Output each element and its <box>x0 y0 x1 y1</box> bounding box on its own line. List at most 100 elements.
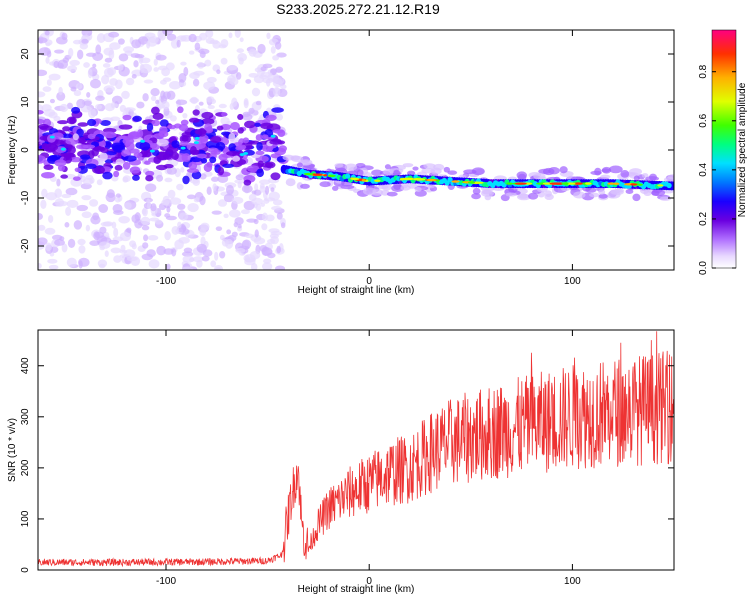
spectral-blob <box>103 131 117 139</box>
spectral-blob <box>66 102 74 110</box>
spectral-blob <box>45 56 50 64</box>
track-halo <box>471 167 485 176</box>
track-halo <box>590 170 602 175</box>
track-halo <box>600 174 611 179</box>
spectral-blob <box>243 179 252 186</box>
track-halo <box>641 173 649 179</box>
track-core <box>447 177 453 183</box>
snr-x-tick-label: 100 <box>564 576 581 587</box>
snr-x-tick-label: -100 <box>156 576 176 587</box>
spectral-blob <box>166 90 176 101</box>
spectral-blob <box>83 62 90 68</box>
spectral-blob <box>115 158 124 166</box>
track-peak <box>303 172 314 176</box>
spectral-blob <box>98 241 111 249</box>
spectral-blob <box>267 238 276 244</box>
snr-marks <box>38 331 674 568</box>
spectral-blob <box>164 177 173 183</box>
spectral-blob <box>180 167 185 173</box>
spectral-blob <box>226 150 240 156</box>
track-halo <box>471 193 481 200</box>
spectral-blob <box>273 86 281 97</box>
spectral-blob <box>249 140 260 145</box>
spectral-peak <box>270 134 276 138</box>
spectral-blob <box>163 248 174 255</box>
spectral-blob <box>56 91 66 101</box>
spectral-blob <box>261 162 274 168</box>
spectral-blob <box>140 216 151 226</box>
track-halo <box>505 192 517 197</box>
spectral-blob <box>130 256 141 267</box>
track-halo <box>613 188 625 193</box>
spectral-blob <box>131 214 140 224</box>
spectral-blob <box>235 248 246 254</box>
spectral-blob <box>146 201 151 209</box>
spectral-blob <box>103 221 114 227</box>
spectral-blob <box>153 58 158 66</box>
spectral-blob <box>216 125 224 131</box>
spectral-blob <box>104 141 112 150</box>
spectral-blob <box>61 133 73 139</box>
spectral-blob <box>210 150 218 155</box>
spectral-peak <box>194 136 200 140</box>
spectral-blob <box>38 262 42 269</box>
spectral-blob <box>113 227 119 238</box>
spectral-blob <box>141 225 150 231</box>
track-halo <box>423 163 436 169</box>
spectral-blob <box>81 38 89 44</box>
spectral-blob <box>146 249 156 258</box>
track-halo <box>344 163 358 171</box>
spectral-blob <box>76 204 89 212</box>
spectral-blob <box>118 216 130 224</box>
track-halo <box>331 185 339 191</box>
spectral-blob <box>162 30 174 36</box>
spectral-blob <box>256 168 264 178</box>
spectral-blob <box>96 33 106 43</box>
spectral-blob <box>48 73 61 81</box>
spectral-blob <box>268 183 277 190</box>
colorbar-ticks: 0.0 0.2 0.4 0.6 0.8 <box>698 64 736 275</box>
colorbar-tick-label: 0.4 <box>698 162 709 176</box>
spectral-blob <box>58 86 63 96</box>
spectral-blob <box>218 44 227 49</box>
spectral-blob <box>265 114 277 121</box>
colorbar-tick-label: 0.8 <box>698 64 709 78</box>
spectral-blob <box>223 213 229 219</box>
spectral-blob <box>255 203 262 211</box>
spectral-blob <box>164 213 171 218</box>
spectral-blob <box>76 49 84 60</box>
snr-y-tick-label: 100 <box>20 510 31 527</box>
spectral-blob <box>192 78 200 87</box>
spectral-blob <box>124 202 132 210</box>
spectral-blob <box>217 199 228 207</box>
track-halo <box>433 163 445 171</box>
spectral-blob <box>254 183 259 192</box>
spectral-blob <box>60 174 68 179</box>
track-peak <box>327 174 336 178</box>
spectral-blob <box>129 166 141 174</box>
track-halo <box>601 168 610 173</box>
spectral-blob <box>215 267 222 270</box>
spectral-blob <box>113 255 122 263</box>
spectral-blob <box>271 107 284 113</box>
spectral-blob <box>41 171 55 179</box>
spectral-blob <box>92 52 104 61</box>
spectral-blob <box>114 164 123 171</box>
spectral-blob <box>85 163 97 169</box>
spectral-blob <box>177 221 182 229</box>
spectral-blob <box>123 46 135 53</box>
spectral-blob <box>92 212 100 221</box>
spectral-blob <box>260 66 267 72</box>
spectral-blob <box>204 59 212 67</box>
spectral-blob <box>38 37 48 44</box>
track-halo <box>517 193 529 199</box>
track-halo <box>645 176 659 181</box>
track-halo <box>356 169 364 177</box>
chart-title: S233.2025.272.21.12.R19 <box>276 1 440 17</box>
spectral-blob <box>245 233 254 239</box>
spectral-blob <box>77 238 86 246</box>
spectral-blob <box>201 255 210 262</box>
spectral-blob <box>203 163 213 172</box>
spectral-blob <box>139 141 151 151</box>
